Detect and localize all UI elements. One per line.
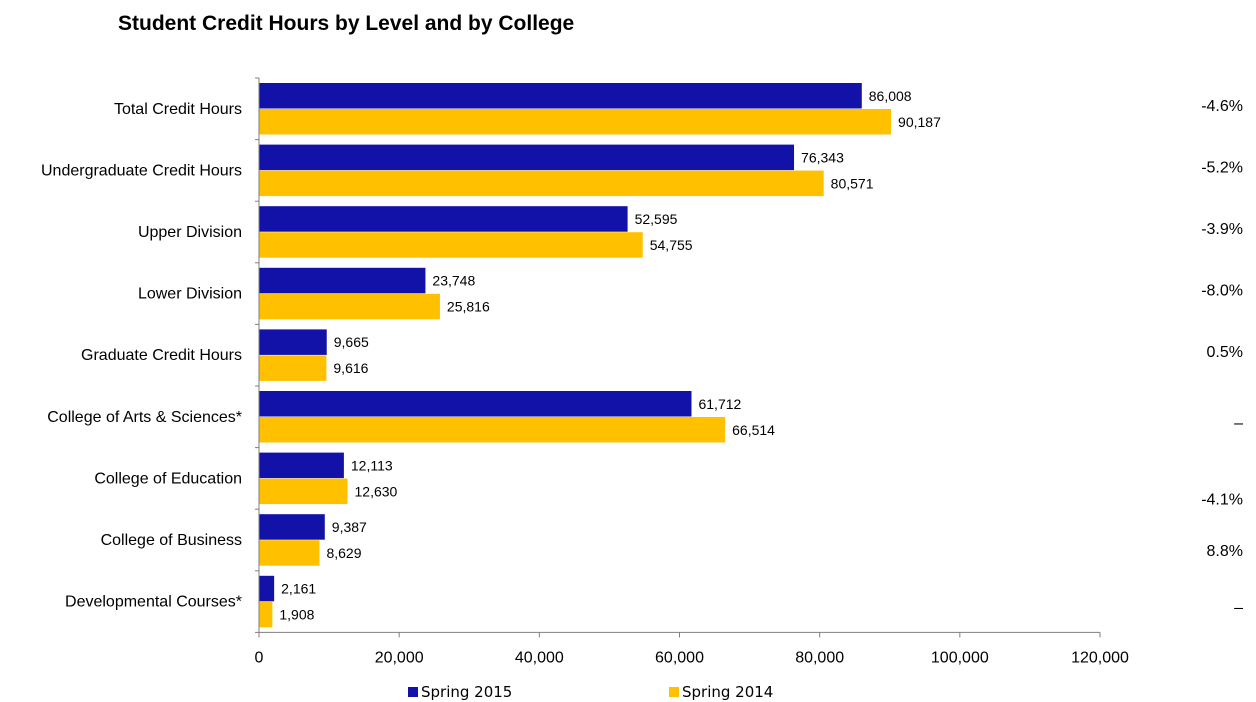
x-tick-label-1: 20,000 — [375, 649, 424, 666]
percent-change-upper-division: -3.9% — [1201, 221, 1243, 238]
percent-change-undergraduate-credit-hours: -5.2% — [1201, 159, 1243, 176]
bar-spring-2014-college-of-education — [259, 478, 348, 505]
category-label-college-of-business: College of Business — [101, 532, 242, 549]
data-label-spring-2014-college-of-education: 12,630 — [355, 483, 398, 499]
data-label-spring-2015-total-credit-hours: 86,008 — [869, 88, 912, 104]
bar-spring-2014-graduate-credit-hours — [259, 355, 327, 381]
legend-label-spring-2015: Spring 2015 — [421, 683, 513, 701]
percent-change-lower-division: -8.0% — [1201, 283, 1243, 300]
bar-spring-2015-college-of-arts-sciences — [259, 391, 692, 417]
bar-spring-2015-lower-division — [259, 267, 426, 294]
x-tick-label-5: 100,000 — [931, 649, 989, 666]
legend-label-spring-2014: Spring 2014 — [682, 683, 774, 701]
percent-change-college-of-education: -4.1% — [1201, 491, 1243, 508]
data-label-spring-2014-college-of-arts-sciences: 66,514 — [732, 422, 775, 438]
category-label-college-of-education: College of Education — [94, 470, 242, 487]
bars-layer — [259, 83, 892, 628]
bar-spring-2015-total-credit-hours — [259, 83, 862, 109]
data-label-spring-2014-college-of-business: 8,629 — [326, 545, 361, 561]
bar-spring-2014-developmental-courses — [259, 601, 273, 628]
bar-spring-2014-college-of-arts-sciences — [259, 417, 726, 443]
percent-change-college-of-business: 8.8% — [1207, 543, 1243, 560]
bar-spring-2014-undergraduate-credit-hours — [259, 170, 824, 197]
bar-spring-2015-college-of-business — [259, 514, 325, 540]
x-tick-label-3: 60,000 — [655, 649, 704, 666]
percent-change-graduate-credit-hours: 0.5% — [1207, 344, 1243, 361]
bar-spring-2014-college-of-business — [259, 540, 320, 566]
bar-spring-2014-total-credit-hours — [259, 109, 892, 135]
data-label-spring-2014-upper-division: 54,755 — [650, 237, 693, 253]
bar-spring-2014-lower-division — [259, 293, 440, 320]
data-label-spring-2014-undergraduate-credit-hours: 80,571 — [831, 175, 874, 191]
category-label-undergraduate-credit-hours: Undergraduate Credit Hours — [41, 162, 242, 179]
category-label-lower-division: Lower Division — [138, 286, 242, 303]
data-label-spring-2015-lower-division: 23,748 — [432, 273, 475, 289]
bar-spring-2015-college-of-education — [259, 452, 344, 479]
data-label-spring-2015-graduate-credit-hours: 9,665 — [334, 334, 369, 350]
labels-layer: Total Credit Hours 86,008 90,187 -4.6% Under… — [41, 88, 1243, 667]
data-label-spring-2015-undergraduate-credit-hours: 76,343 — [801, 149, 844, 165]
category-label-total-credit-hours: Total Credit Hours — [114, 101, 242, 118]
bar-spring-2015-upper-division — [259, 206, 628, 232]
x-tick-label-4: 80,000 — [795, 649, 844, 666]
percent-change-developmental-courses: – — [1234, 600, 1243, 617]
bar-spring-2014-upper-division — [259, 232, 643, 258]
category-label-developmental-courses: Developmental Courses* — [65, 594, 242, 611]
bar-spring-2015-undergraduate-credit-hours — [259, 144, 795, 171]
legend-item-spring-2014: Spring 2014 — [669, 683, 773, 701]
data-label-spring-2015-college-of-education: 12,113 — [351, 457, 393, 473]
chart-title: Student Credit Hours by Level and by Col… — [118, 12, 575, 35]
data-label-spring-2015-developmental-courses: 2,161 — [281, 581, 316, 597]
data-label-spring-2014-graduate-credit-hours: 9,616 — [333, 360, 368, 376]
bar-spring-2015-graduate-credit-hours — [259, 329, 327, 355]
category-label-college-of-arts-sciences: College of Arts & Sciences* — [47, 409, 242, 426]
data-label-spring-2014-total-credit-hours: 90,187 — [898, 114, 941, 130]
x-tick-label-0: 0 — [255, 649, 264, 666]
data-label-spring-2015-college-of-arts-sciences: 61,712 — [698, 396, 741, 412]
category-label-upper-division: Upper Division — [138, 224, 242, 241]
data-label-spring-2015-upper-division: 52,595 — [635, 211, 678, 227]
legend-swatch-spring-2014 — [669, 687, 679, 697]
data-label-spring-2014-lower-division: 25,816 — [447, 299, 490, 315]
percent-change-total-credit-hours: -4.6% — [1201, 98, 1243, 115]
legend-swatch-spring-2015 — [408, 687, 418, 697]
category-label-graduate-credit-hours: Graduate Credit Hours — [81, 347, 242, 364]
axes — [255, 77, 1101, 638]
percent-change-college-of-arts-sciences: – — [1234, 415, 1243, 432]
bar-spring-2015-developmental-courses — [259, 575, 275, 602]
data-label-spring-2014-developmental-courses: 1,908 — [279, 607, 314, 623]
data-label-spring-2015-college-of-business: 9,387 — [332, 519, 367, 535]
legend-item-spring-2015: Spring 2015 — [408, 683, 512, 701]
x-tick-label-2: 40,000 — [515, 649, 564, 666]
x-tick-label-6: 120,000 — [1071, 649, 1129, 666]
